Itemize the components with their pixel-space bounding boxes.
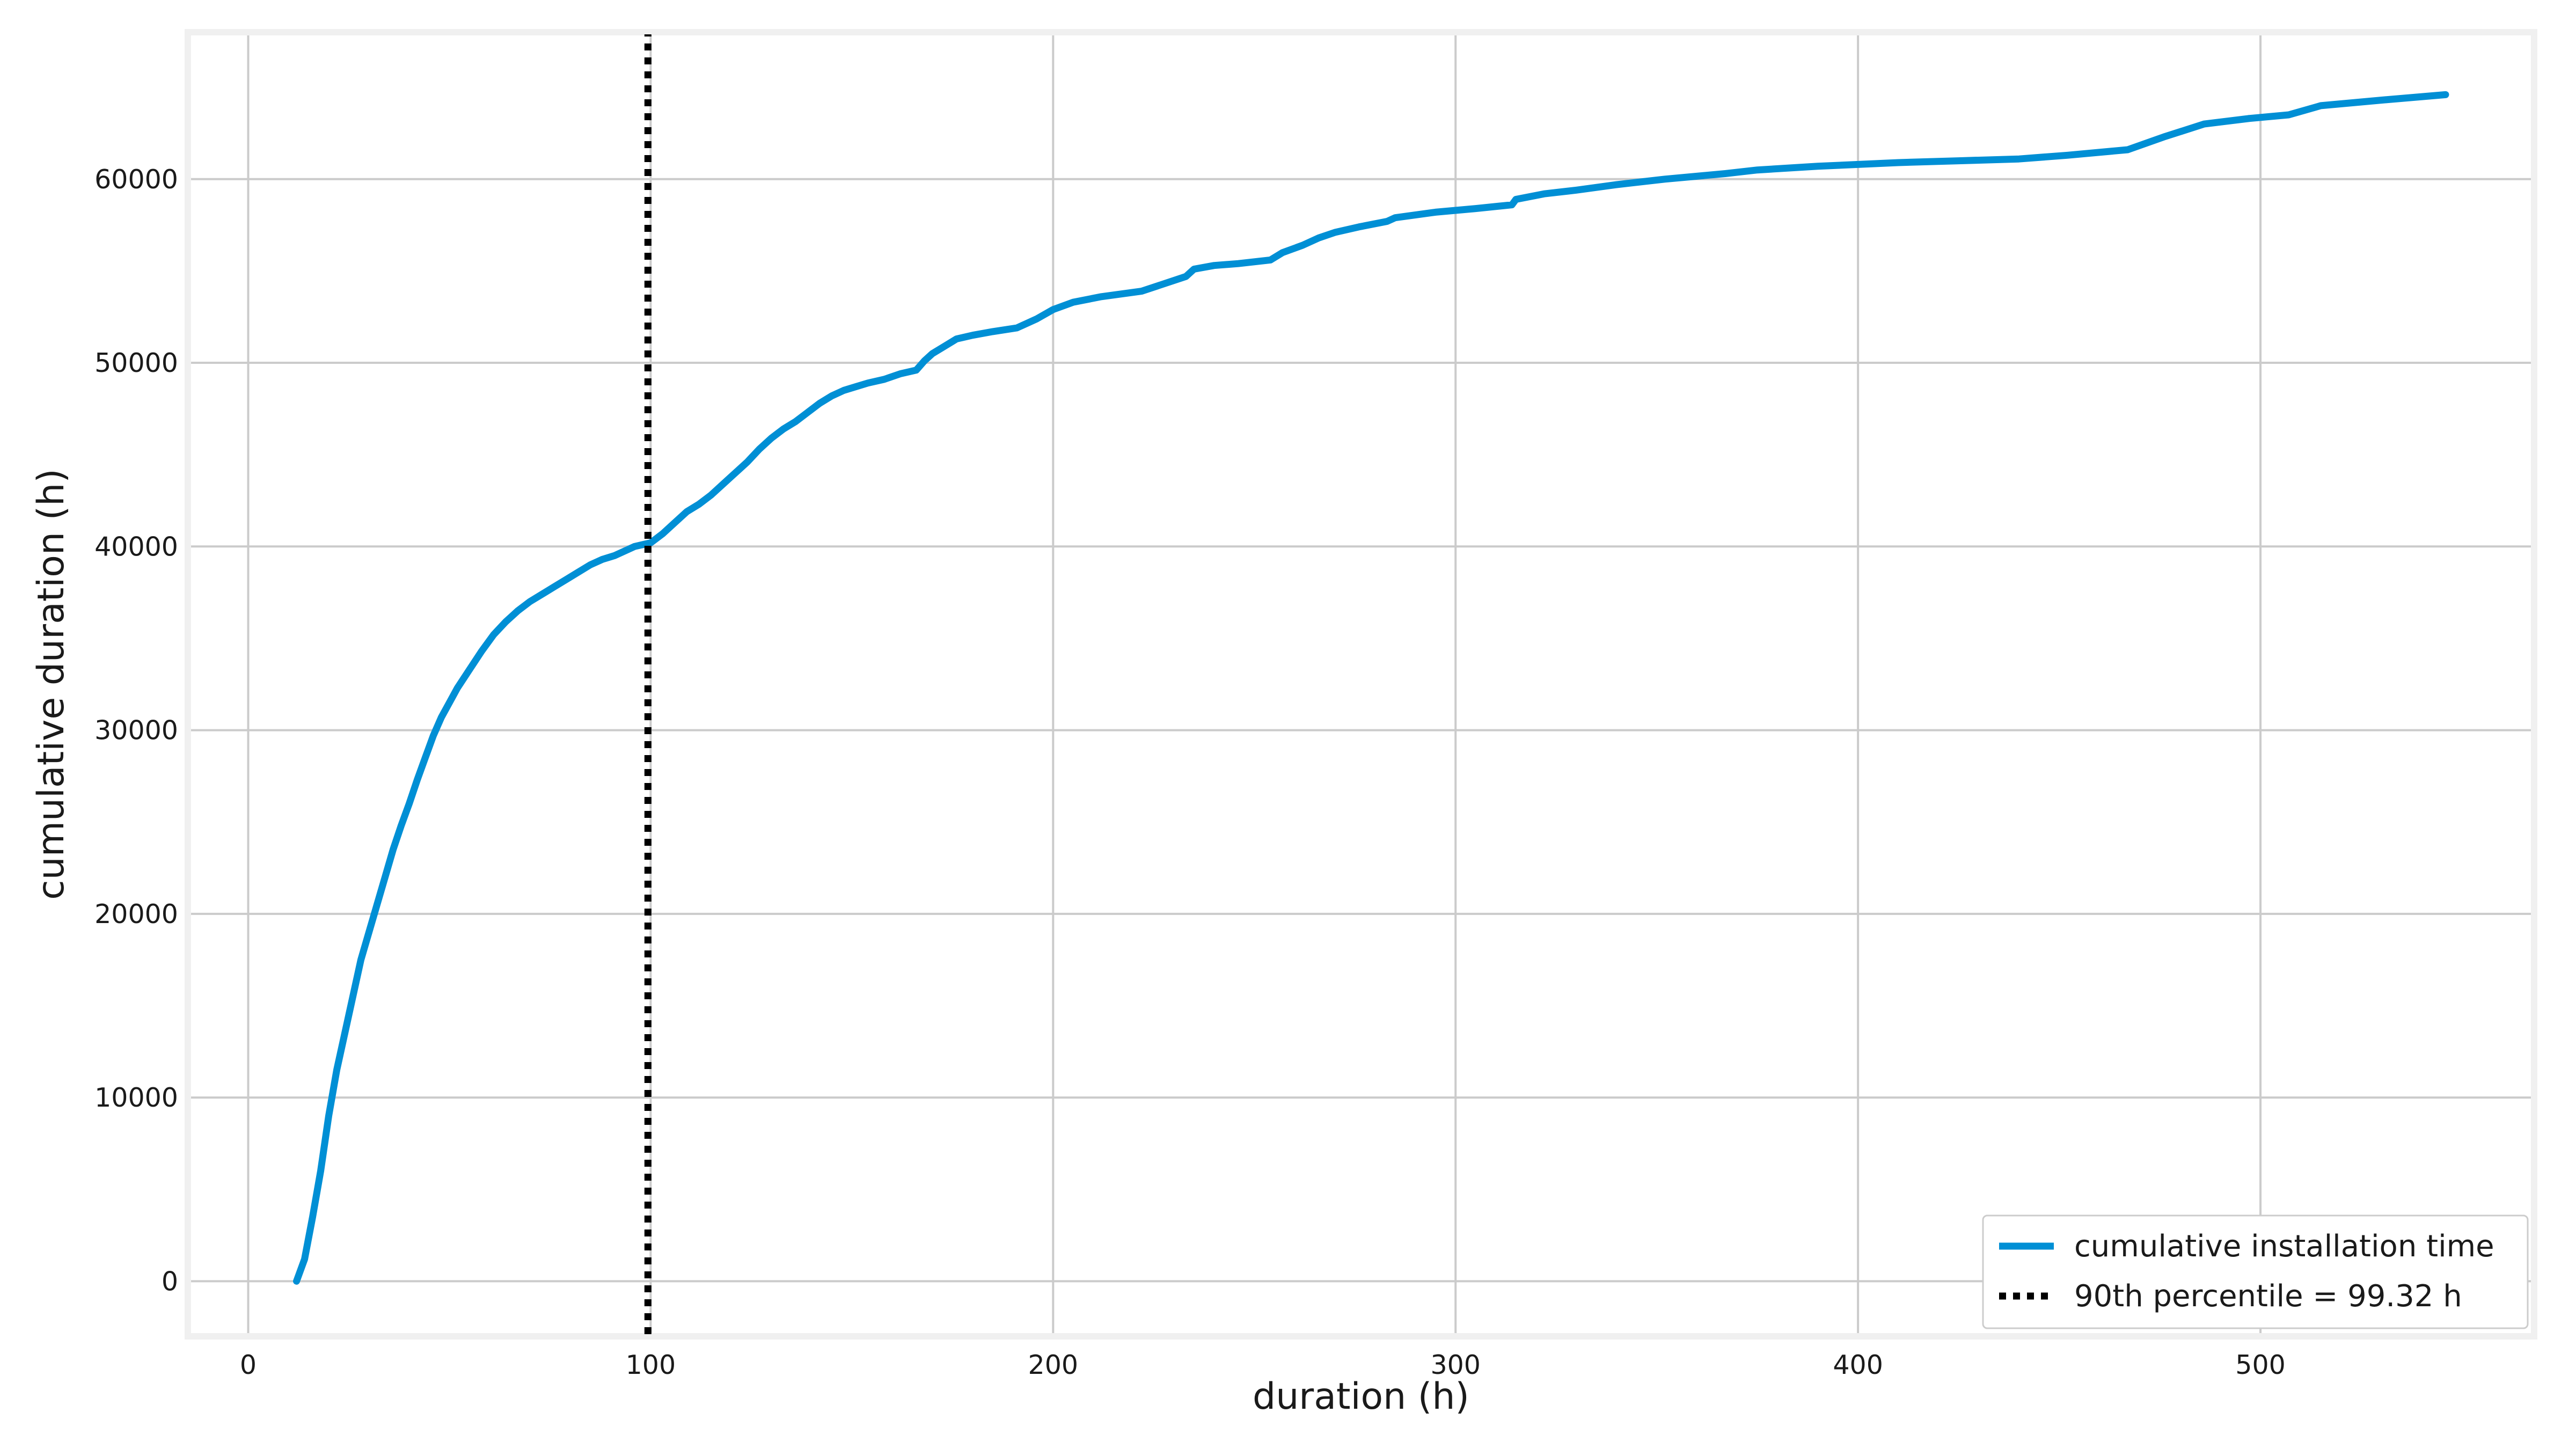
y-tick-label: 20000 bbox=[94, 899, 178, 930]
plot-frame bbox=[185, 29, 2537, 1340]
legend-entry-percentile: 90th percentile = 99.32 h bbox=[2074, 1279, 2462, 1314]
series-layer bbox=[293, 34, 2449, 1334]
x-tick-label: 500 bbox=[2235, 1350, 2286, 1380]
x-tick-label: 200 bbox=[1028, 1350, 1079, 1380]
legend-entry-cumulative: cumulative installation time bbox=[2074, 1229, 2494, 1264]
legend: cumulative installation time 90th percen… bbox=[1982, 1214, 2529, 1329]
series-line-cumulative bbox=[293, 91, 2449, 1285]
x-axis-label: duration (h) bbox=[1253, 1375, 1469, 1418]
y-tick-label: 0 bbox=[162, 1266, 178, 1297]
y-tick-label: 40000 bbox=[94, 531, 178, 562]
x-tick-label: 0 bbox=[240, 1350, 257, 1380]
x-tick-label: 100 bbox=[626, 1350, 676, 1380]
grid-lines bbox=[191, 35, 2531, 1333]
x-tick-label: 300 bbox=[1430, 1350, 1481, 1380]
x-tick-label: 400 bbox=[1833, 1350, 1883, 1380]
y-tick-label: 30000 bbox=[94, 715, 178, 746]
y-tick-label: 10000 bbox=[94, 1082, 178, 1113]
legend-box bbox=[1982, 1214, 2529, 1329]
y-tick-label: 60000 bbox=[94, 164, 178, 195]
y-tick-label: 50000 bbox=[94, 348, 178, 378]
tick-labels: 0 100 200 300 400 500 0 10000 20000 30000 40000 500… bbox=[94, 164, 2286, 1380]
y-axis-label: cumulative duration (h) bbox=[30, 469, 72, 900]
